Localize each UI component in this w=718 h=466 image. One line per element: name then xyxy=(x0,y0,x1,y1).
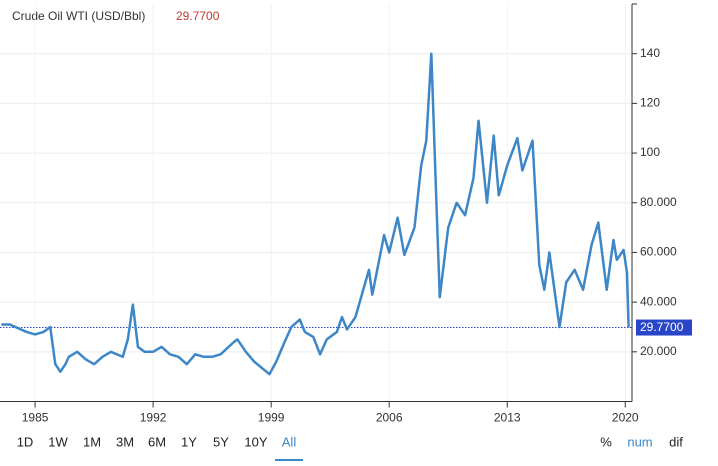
y-tick-label: 40.000 xyxy=(640,294,677,308)
last-value-box xyxy=(636,319,692,336)
x-tick-label: 2020 xyxy=(612,411,639,425)
price-line xyxy=(1,52,630,376)
range-button[interactable]: 1Y xyxy=(181,434,197,449)
range-button[interactable]: 1D xyxy=(17,434,34,449)
x-tick-label: 2013 xyxy=(494,411,521,425)
range-button[interactable]: 1M xyxy=(83,434,101,449)
mode-button[interactable]: % xyxy=(600,434,612,449)
x-tick-label: 1985 xyxy=(22,411,49,425)
y-tick-label: 60.000 xyxy=(640,245,677,259)
range-button[interactable]: 6M xyxy=(148,434,166,449)
range-button[interactable]: 10Y xyxy=(244,434,267,449)
mode-button[interactable]: num xyxy=(627,434,652,449)
last-value-tag: 29.7700 xyxy=(640,320,684,334)
chart-title: Crude Oil WTI (USD/Bbl) xyxy=(12,9,145,23)
x-tick-label: 2006 xyxy=(376,411,403,425)
y-tick-label: 120 xyxy=(640,96,660,110)
y-tick-label: 20.000 xyxy=(640,344,677,358)
x-tick-label: 1992 xyxy=(140,411,167,425)
y-tick-label: 140 xyxy=(640,46,660,60)
range-button[interactable]: 1W xyxy=(48,434,68,449)
y-tick-label: 80.000 xyxy=(640,195,677,209)
range-button[interactable]: 3M xyxy=(116,434,134,449)
mode-button[interactable]: dif xyxy=(669,434,683,449)
range-button[interactable]: All xyxy=(282,434,297,449)
y-tick-label: 100 xyxy=(640,145,660,159)
x-tick-label: 1999 xyxy=(258,411,285,425)
range-button[interactable]: 5Y xyxy=(213,434,229,449)
last-value: 29.7700 xyxy=(176,9,220,23)
